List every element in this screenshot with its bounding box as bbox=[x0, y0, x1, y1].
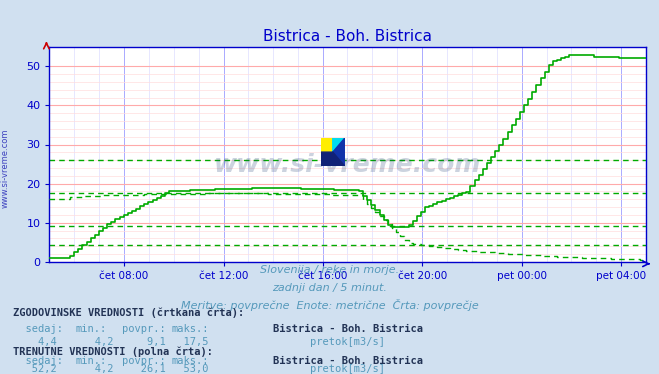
Text: ZGODOVINSKE VREDNOSTI (črtkana črta):: ZGODOVINSKE VREDNOSTI (črtkana črta): bbox=[13, 307, 244, 318]
Text: TRENUTNE VREDNOSTI (polna črta):: TRENUTNE VREDNOSTI (polna črta): bbox=[13, 346, 213, 356]
Text: min.:: min.: bbox=[76, 356, 107, 365]
Text: zadnji dan / 5 minut.: zadnji dan / 5 minut. bbox=[272, 283, 387, 293]
Text: 4,4: 4,4 bbox=[13, 337, 57, 347]
Text: 26,1: 26,1 bbox=[122, 364, 165, 374]
Text: www.si-vreme.com: www.si-vreme.com bbox=[1, 129, 10, 208]
Text: www.si-vreme.com: www.si-vreme.com bbox=[214, 153, 481, 177]
Polygon shape bbox=[333, 138, 345, 166]
Text: sedaj:: sedaj: bbox=[13, 324, 63, 334]
Text: povpr.:: povpr.: bbox=[122, 356, 165, 365]
Text: pretok[m3/s]: pretok[m3/s] bbox=[310, 337, 385, 347]
Text: 4,2: 4,2 bbox=[76, 364, 113, 374]
Polygon shape bbox=[321, 138, 333, 152]
Text: 53,0: 53,0 bbox=[171, 364, 209, 374]
Text: maks.:: maks.: bbox=[171, 356, 209, 365]
Text: povpr.:: povpr.: bbox=[122, 324, 165, 334]
Text: Slovenija / reke in morje.: Slovenija / reke in morje. bbox=[260, 265, 399, 275]
Title: Bistrica - Boh. Bistrica: Bistrica - Boh. Bistrica bbox=[263, 29, 432, 44]
Text: maks.:: maks.: bbox=[171, 324, 209, 334]
Text: 17,5: 17,5 bbox=[171, 337, 209, 347]
Text: Meritve: povprečne  Enote: metrične  Črta: povprečje: Meritve: povprečne Enote: metrične Črta:… bbox=[181, 299, 478, 311]
Polygon shape bbox=[321, 152, 345, 166]
Polygon shape bbox=[333, 138, 345, 152]
Text: 52,2: 52,2 bbox=[13, 364, 57, 374]
Text: sedaj:: sedaj: bbox=[13, 356, 63, 365]
Text: min.:: min.: bbox=[76, 324, 107, 334]
Text: 4,2: 4,2 bbox=[76, 337, 113, 347]
Text: pretok[m3/s]: pretok[m3/s] bbox=[310, 364, 385, 374]
Text: 9,1: 9,1 bbox=[122, 337, 165, 347]
Text: Bistrica - Boh. Bistrica: Bistrica - Boh. Bistrica bbox=[273, 324, 424, 334]
Text: Bistrica - Boh. Bistrica: Bistrica - Boh. Bistrica bbox=[273, 356, 424, 365]
